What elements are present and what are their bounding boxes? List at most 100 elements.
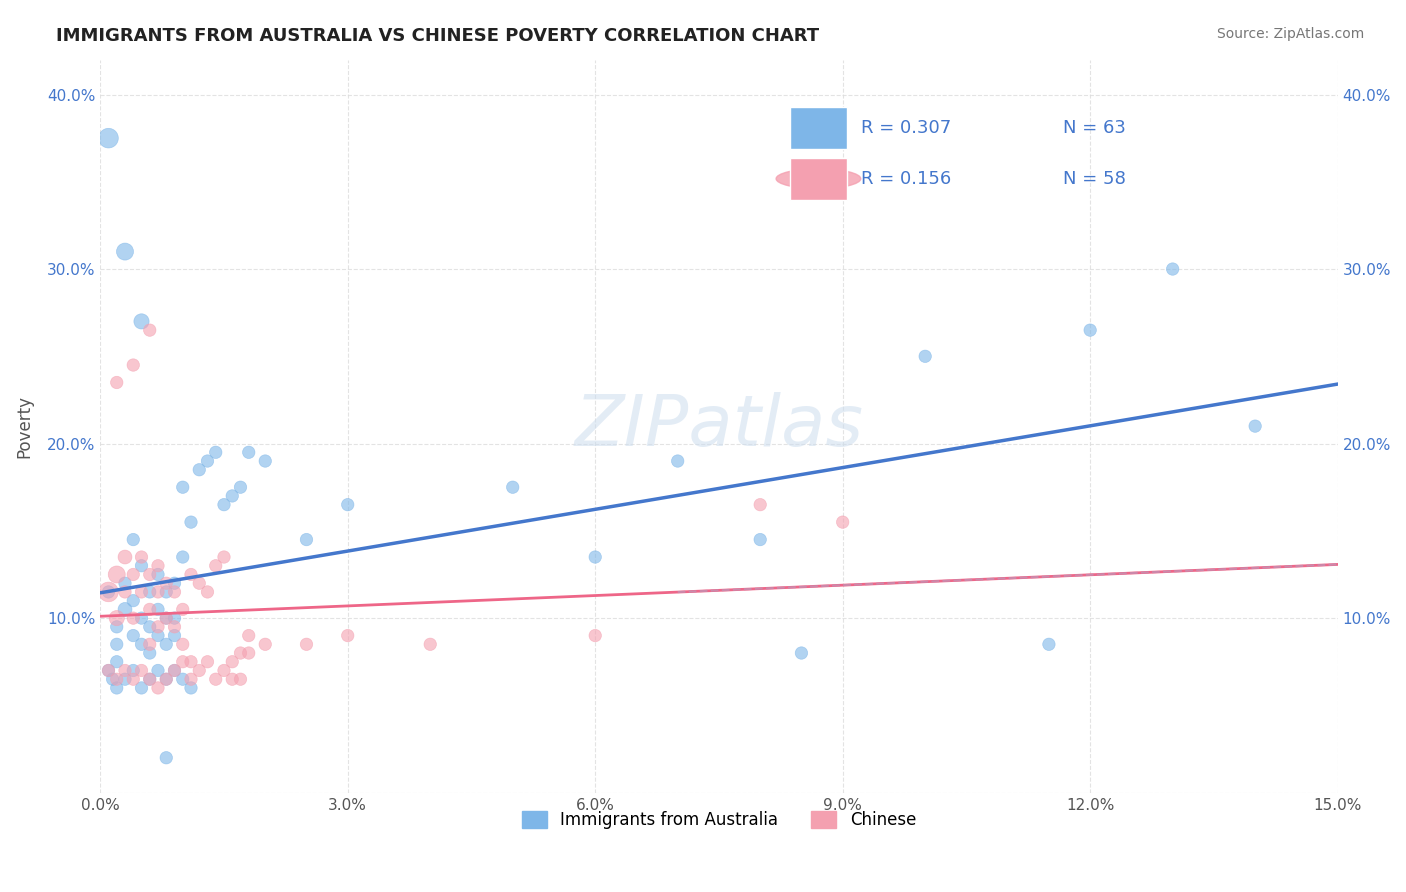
Y-axis label: Poverty: Poverty: [15, 394, 32, 458]
Point: [105, 672, 128, 686]
Point: [131, 549, 153, 564]
Point: [97, 664, 120, 678]
Point: [180, 567, 202, 582]
Point: [122, 567, 145, 582]
Point: [155, 637, 177, 651]
Point: [97, 131, 120, 145]
Point: [114, 585, 136, 599]
Point: [163, 576, 186, 591]
Point: [1244, 419, 1267, 434]
Point: [131, 585, 153, 599]
Point: [146, 602, 169, 616]
Point: [172, 672, 194, 686]
Point: [139, 585, 162, 599]
Point: [155, 750, 177, 764]
Point: [155, 672, 177, 686]
Point: [295, 637, 318, 651]
Point: [914, 349, 936, 363]
Point: [197, 655, 219, 669]
Point: [146, 620, 169, 634]
Point: [254, 454, 277, 468]
Point: [139, 672, 162, 686]
Point: [114, 549, 136, 564]
Point: [163, 620, 186, 634]
Point: [146, 585, 169, 599]
Point: [188, 576, 211, 591]
Point: [666, 454, 689, 468]
Point: [238, 646, 260, 660]
Point: [163, 585, 186, 599]
Point: [146, 664, 169, 678]
Point: [122, 358, 145, 372]
Point: [139, 602, 162, 616]
Point: [180, 655, 202, 669]
Point: [105, 655, 128, 669]
Point: [295, 533, 318, 547]
Point: [97, 585, 120, 599]
Point: [131, 558, 153, 573]
Point: [254, 637, 277, 651]
Point: [749, 498, 772, 512]
Point: [139, 567, 162, 582]
Point: [105, 620, 128, 634]
Point: [131, 611, 153, 625]
Point: [155, 611, 177, 625]
Point: [122, 533, 145, 547]
Point: [502, 480, 524, 494]
Point: [155, 585, 177, 599]
Point: [105, 567, 128, 582]
Point: [336, 498, 359, 512]
Point: [139, 620, 162, 634]
Point: [180, 672, 202, 686]
Point: [114, 576, 136, 591]
Point: [122, 664, 145, 678]
Point: [419, 637, 441, 651]
Point: [163, 664, 186, 678]
Point: [131, 681, 153, 695]
Point: [212, 498, 235, 512]
Point: [583, 629, 606, 643]
Point: [749, 533, 772, 547]
Point: [204, 558, 226, 573]
Point: [1161, 262, 1184, 277]
Point: [583, 549, 606, 564]
Point: [139, 672, 162, 686]
Point: [163, 611, 186, 625]
Text: ZIPatlas: ZIPatlas: [575, 392, 863, 460]
Point: [204, 445, 226, 459]
Point: [172, 655, 194, 669]
Point: [172, 480, 194, 494]
Point: [221, 489, 243, 503]
Point: [114, 244, 136, 259]
Point: [139, 323, 162, 337]
Point: [155, 672, 177, 686]
Point: [146, 629, 169, 643]
Point: [221, 655, 243, 669]
Point: [114, 672, 136, 686]
Point: [131, 314, 153, 328]
Point: [105, 637, 128, 651]
Point: [229, 672, 252, 686]
Point: [105, 681, 128, 695]
Text: Source: ZipAtlas.com: Source: ZipAtlas.com: [1216, 27, 1364, 41]
Point: [180, 681, 202, 695]
Point: [204, 672, 226, 686]
Point: [155, 611, 177, 625]
Point: [172, 602, 194, 616]
Point: [122, 611, 145, 625]
Point: [163, 664, 186, 678]
Point: [221, 672, 243, 686]
Point: [146, 567, 169, 582]
Point: [212, 549, 235, 564]
Point: [212, 664, 235, 678]
Point: [122, 629, 145, 643]
Point: [172, 637, 194, 651]
Point: [831, 515, 853, 529]
Point: [197, 454, 219, 468]
Point: [188, 463, 211, 477]
Point: [105, 376, 128, 390]
Point: [1078, 323, 1101, 337]
Point: [180, 515, 202, 529]
Point: [197, 585, 219, 599]
Point: [1038, 637, 1060, 651]
